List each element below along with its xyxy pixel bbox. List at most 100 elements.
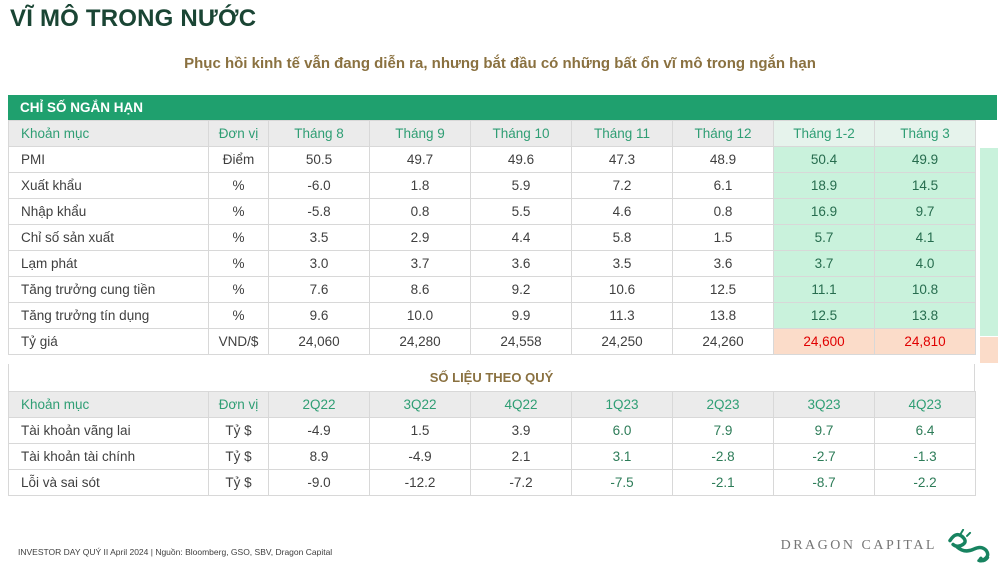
row-label: Lạm phát: [8, 250, 209, 277]
value-cell: 16.9: [773, 198, 875, 225]
source-note: INVESTOR DAY QUÝ II April 2024 | Nguồn: …: [18, 547, 333, 557]
column-header-4: Tháng 10: [470, 120, 572, 147]
value-cell: 50.4: [773, 146, 875, 173]
dragon-logo-icon: [942, 529, 992, 563]
column-header-6: 2Q23: [672, 391, 774, 418]
section-header-short-term: CHỈ SỐ NGẮN HẠN: [8, 95, 997, 120]
value-cell: 7.9: [672, 417, 774, 444]
value-cell: 9.2: [470, 276, 572, 303]
value-cell: 3.6: [470, 250, 572, 277]
table-row: Lỗi và sai sót Tỷ $ -9.0 -12.2 -7.2 -7.5 -2.1-…: [8, 469, 976, 496]
column-header-5: 1Q23: [571, 391, 673, 418]
row-label: Xuất khẩu: [8, 172, 209, 199]
value-cell: 4.4: [470, 224, 572, 251]
value-cell: 24,558: [470, 328, 572, 355]
table-row: PMI Điểm 50.5 49.7 49.6 47.3 48.9 50.4 49.9: [8, 146, 976, 173]
table-row: Nhập khẩu% -5.8 0.8 5.5 4.6 0.8 16.9 9.7: [8, 198, 976, 225]
quarterly-balance-table: Khoản mục Đơn vị 2Q22 3Q22 4Q22 1Q23 2Q23 3Q23 4…: [8, 391, 976, 496]
value-cell: 49.9: [874, 146, 976, 173]
table-row: Tăng trưởng cung tiền% 7.6 8.6 9.2 10.6 12.5 1…: [8, 276, 976, 303]
table-row: Tài khoản vãng lai Tỷ $ -4.9 1.5 3.9 6.0 7.9 9.…: [8, 417, 976, 444]
value-cell: 24,600: [773, 328, 875, 355]
row-unit: %: [208, 224, 269, 251]
value-cell: 3.0: [268, 250, 370, 277]
value-cell: 4.6: [571, 198, 673, 225]
table-row: Chỉ số sản xuất% 3.5 2.9 4.4 5.8 1.5 5.7 4.1: [8, 224, 976, 251]
row-unit: %: [208, 198, 269, 225]
value-cell: 3.5: [268, 224, 370, 251]
value-cell: 6.0: [571, 417, 673, 444]
highlight-column-overflow-mint: [980, 148, 998, 336]
row-unit: VND/$: [208, 328, 269, 355]
table-row: Tăng trưởng tín dụng% 9.6 10.0 9.9 11.3 13.8 1…: [8, 302, 976, 329]
column-header-1: Đơn vị: [208, 391, 269, 418]
value-cell: 18.9: [773, 172, 875, 199]
row-label: Tài khoản vãng lai: [8, 417, 209, 444]
value-cell: -2.2: [874, 469, 976, 496]
value-cell: 5.9: [470, 172, 572, 199]
brand-name: DRAGON CAPITAL: [780, 538, 937, 553]
value-cell: -4.9: [369, 443, 471, 470]
row-label: Chỉ số sản xuất: [8, 224, 209, 251]
value-cell: 3.7: [773, 250, 875, 277]
value-cell: 8.9: [268, 443, 370, 470]
table-row: Tỷ giá VND/$ 24,060 24,280 24,558 24,250 24,26…: [8, 328, 976, 355]
value-cell: -2.7: [773, 443, 875, 470]
value-cell: 24,280: [369, 328, 471, 355]
value-cell: 47.3: [571, 146, 673, 173]
row-unit: %: [208, 302, 269, 329]
column-header-2: Tháng 8: [268, 120, 370, 147]
value-cell: -1.3: [874, 443, 976, 470]
column-header-8: 4Q23: [874, 391, 976, 418]
column-header-0: Khoản mục: [8, 391, 209, 418]
value-cell: 11.1: [773, 276, 875, 303]
value-cell: 9.6: [268, 302, 370, 329]
highlight-column-overflow-peach: [980, 337, 998, 363]
value-cell: 1.5: [672, 224, 774, 251]
value-cell: 11.3: [571, 302, 673, 329]
value-cell: 12.5: [672, 276, 774, 303]
column-header-1: Đơn vị: [208, 120, 269, 147]
value-cell: 13.8: [672, 302, 774, 329]
column-header-4: 4Q22: [470, 391, 572, 418]
value-cell: 48.9: [672, 146, 774, 173]
page-title: VĨ MÔ TRONG NƯỚC: [10, 5, 257, 32]
value-cell: 7.2: [571, 172, 673, 199]
value-cell: 24,260: [672, 328, 774, 355]
value-cell: 12.5: [773, 302, 875, 329]
value-cell: 3.5: [571, 250, 673, 277]
value-cell: 49.7: [369, 146, 471, 173]
column-header-2: 2Q22: [268, 391, 370, 418]
value-cell: 5.7: [773, 224, 875, 251]
value-cell: 9.7: [874, 198, 976, 225]
value-cell: 10.8: [874, 276, 976, 303]
column-header-8: Tháng 3: [874, 120, 976, 147]
value-cell: 0.8: [672, 198, 774, 225]
value-cell: 9.7: [773, 417, 875, 444]
brand-block: DRAGON CAPITAL: [781, 529, 992, 563]
value-cell: 14.5: [874, 172, 976, 199]
column-header-5: Tháng 11: [571, 120, 673, 147]
row-unit: Điểm: [208, 146, 269, 173]
column-header-3: Tháng 9: [369, 120, 471, 147]
column-header-7: Tháng 1-2: [773, 120, 875, 147]
value-cell: 1.8: [369, 172, 471, 199]
value-cell: -12.2: [369, 469, 471, 496]
value-cell: 3.9: [470, 417, 572, 444]
row-label: Tỷ giá: [8, 328, 209, 355]
value-cell: 1.5: [369, 417, 471, 444]
value-cell: 0.8: [369, 198, 471, 225]
value-cell: 9.9: [470, 302, 572, 329]
value-cell: -2.1: [672, 469, 774, 496]
value-cell: -6.0: [268, 172, 370, 199]
value-cell: 49.6: [470, 146, 572, 173]
table-row: Xuất khẩu% -6.0 1.8 5.9 7.2 6.1 18.9 14.5: [8, 172, 976, 199]
row-label: Tài khoản tài chính: [8, 443, 209, 470]
row-unit: %: [208, 172, 269, 199]
table-row: Lạm phát% 3.0 3.7 3.6 3.5 3.6 3.7 4.0: [8, 250, 976, 277]
monthly-table-header-row: Khoản mục Đơn vị Tháng 8 Tháng 9 Tháng 10 Thá…: [8, 120, 976, 147]
value-cell: -8.7: [773, 469, 875, 496]
monthly-indicators-table: Khoản mục Đơn vị Tháng 8 Tháng 9 Tháng 10 Thá…: [8, 120, 976, 355]
value-cell: 50.5: [268, 146, 370, 173]
value-cell: 10.0: [369, 302, 471, 329]
